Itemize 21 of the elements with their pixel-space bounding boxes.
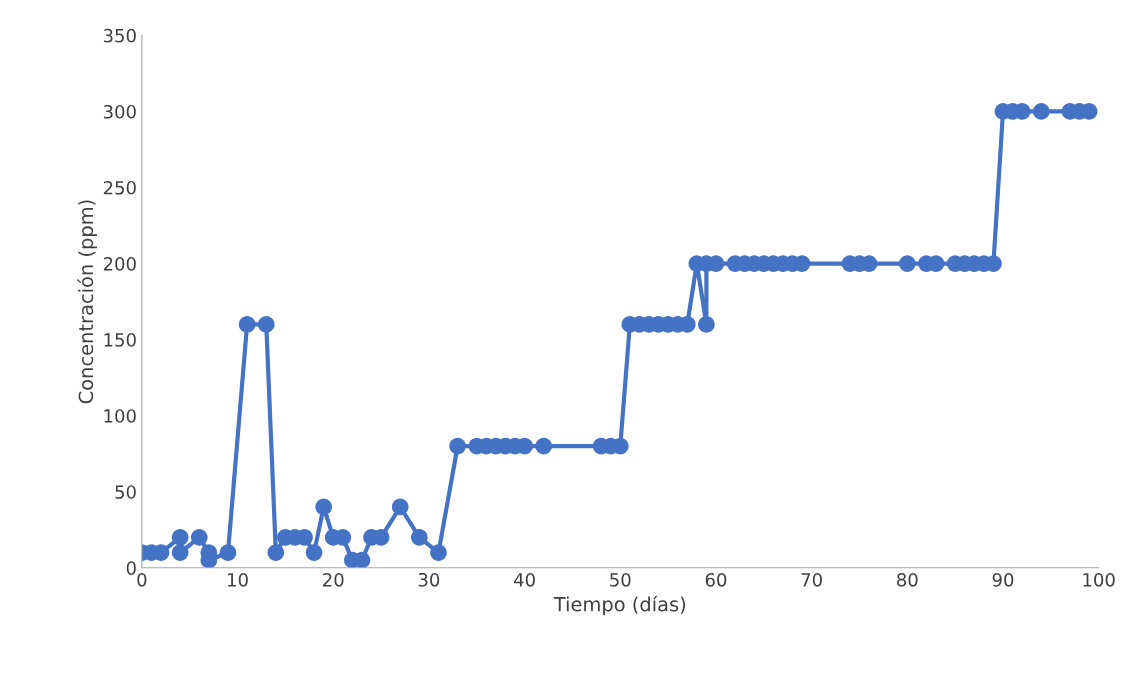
x-tick-label: 10	[228, 572, 248, 587]
x-tick-label: 80	[897, 572, 918, 587]
x-tick-label: 40	[513, 572, 535, 587]
y-tick-label: 50	[115, 485, 136, 499]
y-tick-label: 100	[104, 409, 136, 423]
y-tick-label: 250	[103, 180, 136, 195]
y-tick-label: 300	[103, 104, 136, 119]
x-tick-label: 90	[992, 572, 1014, 587]
y-tick-label: 0	[126, 561, 136, 575]
x-tick-label: 50	[610, 572, 631, 587]
y-tick-label: 150	[104, 333, 136, 347]
y-axis-title: Concentración (ppm)	[77, 200, 97, 404]
x-tick-label: 30	[418, 572, 440, 587]
x-tick-label: 20	[323, 572, 344, 587]
x-axis-title: Tiempo (días)	[553, 595, 686, 616]
x-tick-label: 100	[1083, 572, 1115, 587]
x-tick-label: 0	[137, 572, 147, 587]
x-tick-label: 70	[801, 572, 822, 587]
y-tick-label: 200	[103, 257, 136, 271]
y-tick-label: 350	[103, 28, 136, 43]
x-tick-label: 60	[705, 572, 727, 587]
